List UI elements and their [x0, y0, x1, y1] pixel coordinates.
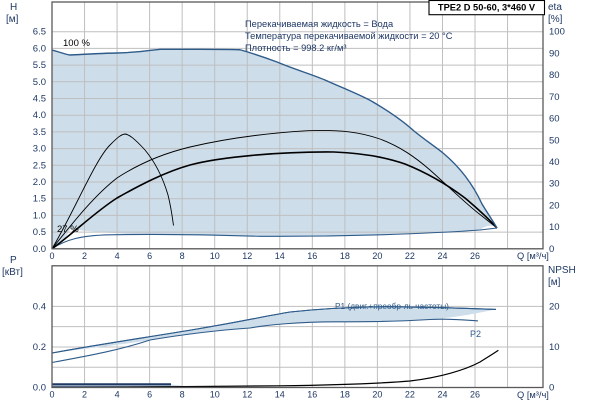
svg-text:P2: P2: [470, 329, 481, 339]
svg-text:0.0: 0.0: [33, 383, 46, 394]
svg-text:10: 10: [549, 342, 560, 353]
svg-text:0.4: 0.4: [33, 301, 46, 312]
svg-text:2: 2: [82, 251, 87, 261]
svg-text:Q [м³/ч]: Q [м³/ч]: [517, 390, 549, 400]
svg-text:Q [м³/ч]: Q [м³/ч]: [517, 251, 549, 261]
svg-text:80: 80: [549, 70, 560, 81]
svg-text:Плотность = 998.2 кг/м³: Плотность = 998.2 кг/м³: [245, 43, 346, 53]
svg-text:100: 100: [549, 27, 565, 38]
svg-text:P: P: [10, 255, 17, 266]
svg-text:eta: eta: [548, 2, 562, 13]
svg-text:0: 0: [49, 251, 54, 261]
svg-text:20: 20: [372, 251, 382, 261]
svg-text:70: 70: [549, 92, 560, 103]
svg-text:20: 20: [549, 200, 560, 211]
svg-text:[%]: [%]: [548, 14, 563, 25]
svg-text:6: 6: [147, 251, 152, 261]
svg-text:10: 10: [549, 222, 560, 233]
svg-text:18: 18: [340, 390, 350, 400]
svg-text:40: 40: [549, 157, 560, 168]
svg-text:14: 14: [275, 390, 285, 400]
svg-text:5.0: 5.0: [33, 77, 46, 88]
svg-text:[м]: [м]: [6, 14, 19, 25]
svg-text:6.5: 6.5: [33, 27, 46, 38]
svg-text:4.5: 4.5: [33, 94, 46, 105]
svg-text:22: 22: [405, 251, 415, 261]
svg-text:8: 8: [180, 390, 185, 400]
svg-text:6: 6: [147, 390, 152, 400]
svg-text:4: 4: [115, 251, 120, 261]
svg-text:30: 30: [549, 179, 560, 190]
svg-text:2.0: 2.0: [33, 177, 46, 188]
svg-text:60: 60: [549, 114, 560, 125]
svg-text:3.0: 3.0: [33, 144, 46, 155]
svg-text:0: 0: [49, 390, 54, 400]
svg-text:3.5: 3.5: [33, 127, 46, 138]
svg-text:[кВт]: [кВт]: [2, 267, 23, 278]
svg-text:16: 16: [307, 390, 317, 400]
svg-text:26: 26: [470, 251, 480, 261]
svg-text:14: 14: [275, 251, 285, 261]
svg-text:20: 20: [372, 390, 382, 400]
svg-text:Перекачиваемая жидкость = Вода: Перекачиваемая жидкость = Вода: [245, 19, 394, 29]
svg-text:18: 18: [340, 251, 350, 261]
svg-text:26: 26: [470, 390, 480, 400]
svg-text:2.5: 2.5: [33, 160, 46, 171]
svg-text:0: 0: [549, 244, 554, 255]
svg-text:1.5: 1.5: [33, 194, 46, 205]
svg-text:16: 16: [307, 251, 317, 261]
svg-text:5.5: 5.5: [33, 60, 46, 71]
svg-text:100 %: 100 %: [63, 38, 90, 49]
svg-text:50: 50: [549, 135, 560, 146]
svg-text:24: 24: [437, 251, 447, 261]
svg-text:4: 4: [115, 390, 120, 400]
svg-text:20: 20: [549, 301, 560, 312]
svg-text:12: 12: [242, 390, 252, 400]
svg-text:0.0: 0.0: [33, 244, 46, 255]
svg-text:6.0: 6.0: [33, 43, 46, 54]
svg-text:90: 90: [549, 48, 560, 59]
svg-text:1.0: 1.0: [33, 210, 46, 221]
svg-text:0.2: 0.2: [33, 342, 46, 353]
svg-text:22: 22: [405, 390, 415, 400]
svg-text:[м]: [м]: [548, 277, 561, 288]
svg-text:0: 0: [549, 383, 554, 394]
svg-text:H: H: [10, 2, 17, 13]
svg-text:10: 10: [210, 251, 220, 261]
svg-text:8: 8: [180, 251, 185, 261]
svg-text:P1 (двиг.+преобр-ль частоты): P1 (двиг.+преобр-ль частоты): [335, 301, 449, 311]
svg-text:12: 12: [242, 251, 252, 261]
svg-text:NPSH: NPSH: [548, 265, 576, 276]
svg-text:TPE2 D 50-60, 3*460 V: TPE2 D 50-60, 3*460 V: [438, 2, 536, 12]
svg-text:0.5: 0.5: [33, 227, 46, 238]
svg-text:24: 24: [437, 390, 447, 400]
svg-text:27 %: 27 %: [57, 224, 79, 235]
svg-text:10: 10: [210, 390, 220, 400]
svg-text:4.0: 4.0: [33, 110, 46, 121]
svg-text:2: 2: [82, 390, 87, 400]
svg-text:Температура перекачиваемой жид: Температура перекачиваемой жидкости = 20…: [245, 31, 453, 41]
